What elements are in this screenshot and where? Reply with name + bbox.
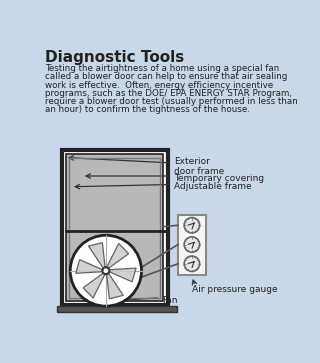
Circle shape: [184, 217, 200, 233]
Text: Air pressure gauge: Air pressure gauge: [192, 285, 277, 294]
Text: Fan: Fan: [162, 296, 177, 305]
Bar: [62, 150, 168, 305]
Bar: [57, 306, 177, 311]
Circle shape: [70, 235, 141, 306]
Polygon shape: [89, 242, 105, 269]
Text: Testing the airtightness of a home using a special fan: Testing the airtightness of a home using…: [45, 64, 280, 73]
Text: an hour) to confirm the tightness of the house.: an hour) to confirm the tightness of the…: [45, 105, 250, 114]
Text: called a blower door can help to ensure that air sealing: called a blower door can help to ensure …: [45, 73, 288, 81]
Text: work is effective.  Often, energy efficiency incentive: work is effective. Often, energy efficie…: [45, 81, 274, 90]
Polygon shape: [83, 272, 106, 298]
Circle shape: [184, 237, 200, 252]
Bar: [69, 158, 160, 298]
Text: Adjustable frame: Adjustable frame: [174, 182, 252, 191]
Polygon shape: [107, 272, 123, 299]
Text: Exterior
door frame: Exterior door frame: [174, 157, 224, 176]
Circle shape: [184, 256, 200, 272]
Text: require a blower door test (usually performed in less than: require a blower door test (usually perf…: [45, 97, 298, 106]
Text: Temporary covering: Temporary covering: [174, 174, 264, 183]
Bar: [66, 154, 163, 301]
Polygon shape: [106, 244, 129, 269]
Polygon shape: [76, 260, 104, 273]
Bar: [178, 215, 206, 274]
Polygon shape: [108, 268, 136, 282]
Text: programs, such as the DOE/ EPA ENERGY STAR Program,: programs, such as the DOE/ EPA ENERGY ST…: [45, 89, 292, 98]
Text: Diagnostic Tools: Diagnostic Tools: [45, 50, 185, 65]
Circle shape: [102, 267, 109, 274]
